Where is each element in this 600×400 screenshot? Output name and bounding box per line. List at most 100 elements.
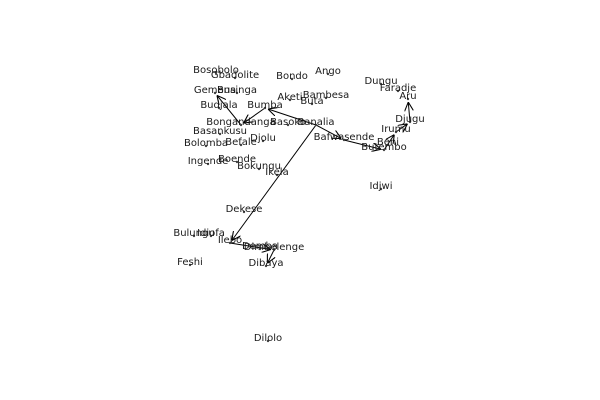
place-label: Dilolo [254,333,282,344]
place-bambesa: Bambesa [303,90,350,101]
place-label: Ingende [188,156,229,167]
routes-layer [218,96,410,262]
place-idjwi: Idjwi [369,181,392,192]
place-ilebo: Ilebo [218,235,242,246]
place-label: Buta [300,96,323,107]
place-label: Feshi [177,257,203,268]
place-label: Faradje [380,83,416,94]
place-ingende: Ingende [188,156,229,167]
place-bolomba: Bolomba [184,138,228,149]
place-marker [242,210,246,214]
place-label: Ikela [265,167,288,178]
place-label: Idjwi [369,181,392,192]
place-label: Basankusu [193,126,247,137]
place-label: Gbadolite [211,70,259,81]
place-marker [314,123,318,127]
place-marker [192,234,196,238]
place-marker [290,77,294,81]
place-marker [275,173,279,177]
place-label: Bongandanga [206,117,275,128]
place-label: Idiofa [197,228,225,239]
place-marker [261,139,265,143]
route-dimbelenge-to-dibaya [268,249,274,262]
place-label: Budjala [200,100,237,111]
place-marker [218,132,222,136]
route-irumu-to-djugu [395,124,407,132]
place-label: Aru [399,91,416,102]
place-budjala: Budjala [200,100,237,111]
place-aketi: Aketi [277,92,302,103]
place-marker [288,98,292,102]
place-marker [266,339,270,343]
place-label: Djugu [395,114,425,125]
place-gemena: Gemena [194,85,236,96]
place-bosobolo: Bosobolo [193,65,239,76]
place-idiofa: Idiofa [197,228,225,239]
place-marker [209,234,213,238]
place-feshi: Feshi [177,257,203,268]
place-label: Bafwasende [314,132,375,143]
place-bulungu: Bulungu [173,228,214,239]
place-label: Beni [377,137,399,148]
place-label: Butembo [361,142,406,153]
route-bongandanga-to-gemena [218,96,242,126]
place-label: Bokungu [237,161,281,172]
place-label: Irumu [381,124,410,135]
place-djolu: Djolu [250,133,276,144]
place-marker [272,248,276,252]
place-label: Businga [217,85,257,96]
route-bafwasende-to-butembo [343,139,380,149]
place-bafwasende: Bafwasende [314,132,375,143]
place-marker [396,89,400,93]
place-marker [264,264,268,268]
place-faradje: Faradje [380,83,416,94]
place-marker [213,91,217,95]
place-beni: Beni [377,137,399,148]
place-label: Bosobolo [193,65,239,76]
place-ikela: Ikela [265,167,288,178]
place-buta: Buta [300,96,323,107]
place-dibaya: Dibaya [249,258,284,269]
place-bumba: Bumba [247,100,282,111]
place-label: Bambesa [303,90,350,101]
place-marker [204,144,208,148]
place-marker [379,187,383,191]
place-gbadolite: Gbadolite [211,70,259,81]
place-irumu: Irumu [381,124,410,135]
place-marker [235,160,239,164]
place-label: Gemena [194,85,236,96]
place-basankusu: Basankusu [193,126,247,137]
place-butembo: Butembo [361,142,406,153]
place-label: Befale [225,137,257,148]
place-marker [310,102,314,106]
place-label: Bolomba [184,138,228,149]
place-marker [235,91,239,95]
place-dungu: Dungu [364,76,397,87]
place-label: Boende [218,154,256,165]
place-marker [406,97,410,101]
place-label: Ango [315,66,341,77]
place-marker [239,143,243,147]
route-ilebo-to-dimbelenge [229,242,270,249]
place-marker [394,130,398,134]
place-bondo: Bondo [276,71,308,82]
place-marker [239,123,243,127]
place-marker [257,167,261,171]
route-banalia-to-bumba [269,109,317,126]
place-dekese: Dekese [226,204,263,215]
place-demba: Demba [242,241,278,252]
place-label: Aketi [277,92,302,103]
route-bumba-to-bongandanga [244,107,266,123]
route-banalia-to-ilebo [232,124,317,240]
place-marker [258,247,262,251]
place-aru: Aru [399,91,416,102]
place-marker [233,76,237,80]
place-basoko: Basoko [270,117,306,128]
route-banalia-to-bafwasende [315,124,340,138]
place-marker [228,241,232,245]
place-banalia: Banalia [297,117,334,128]
route-butembo-to-irumu [383,135,394,151]
